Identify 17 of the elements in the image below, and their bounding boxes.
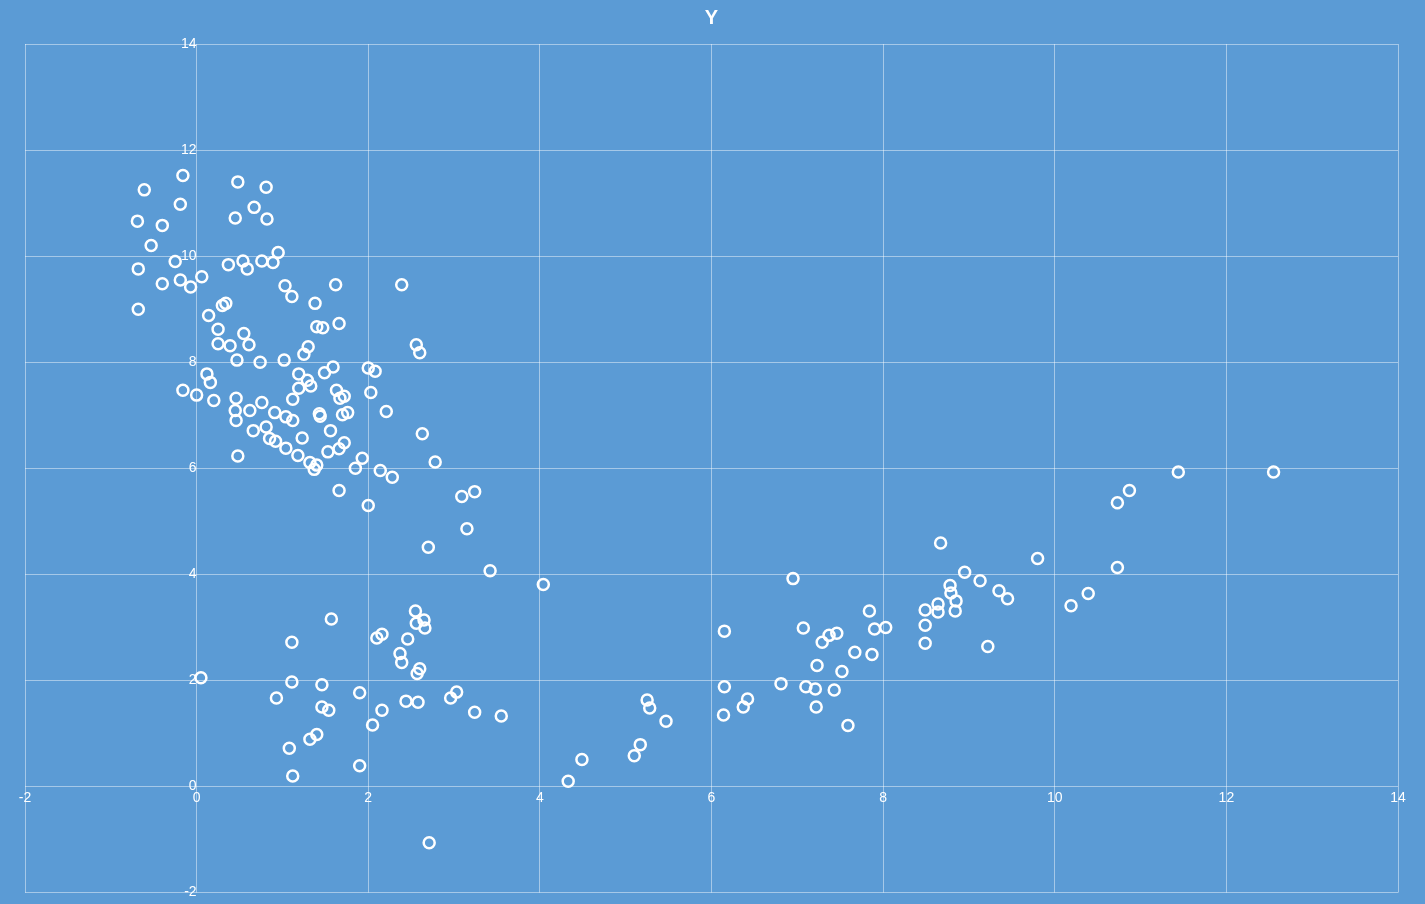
x-tick-label: 6: [707, 788, 716, 805]
y-tick-label: -2: [184, 883, 197, 900]
y-tick-label: 12: [181, 140, 197, 157]
y-tick-label: 2: [188, 671, 197, 688]
y-tick-label: 6: [188, 459, 197, 476]
x-tick-label: 12: [1218, 788, 1235, 805]
y-tick-label: 4: [188, 565, 197, 582]
x-tick-label: 10: [1046, 788, 1063, 805]
x-tick-label: -2: [18, 788, 32, 805]
y-tick-label: 14: [181, 34, 197, 51]
y-tick-label: 10: [181, 247, 197, 264]
x-tick-label: 14: [1390, 788, 1406, 805]
x-tick-label: 8: [879, 788, 888, 805]
x-tick-label: 2: [364, 788, 373, 805]
y-tick-label: 8: [188, 353, 197, 370]
chart-title: Y: [704, 5, 719, 28]
x-tick-label: 4: [535, 788, 544, 805]
